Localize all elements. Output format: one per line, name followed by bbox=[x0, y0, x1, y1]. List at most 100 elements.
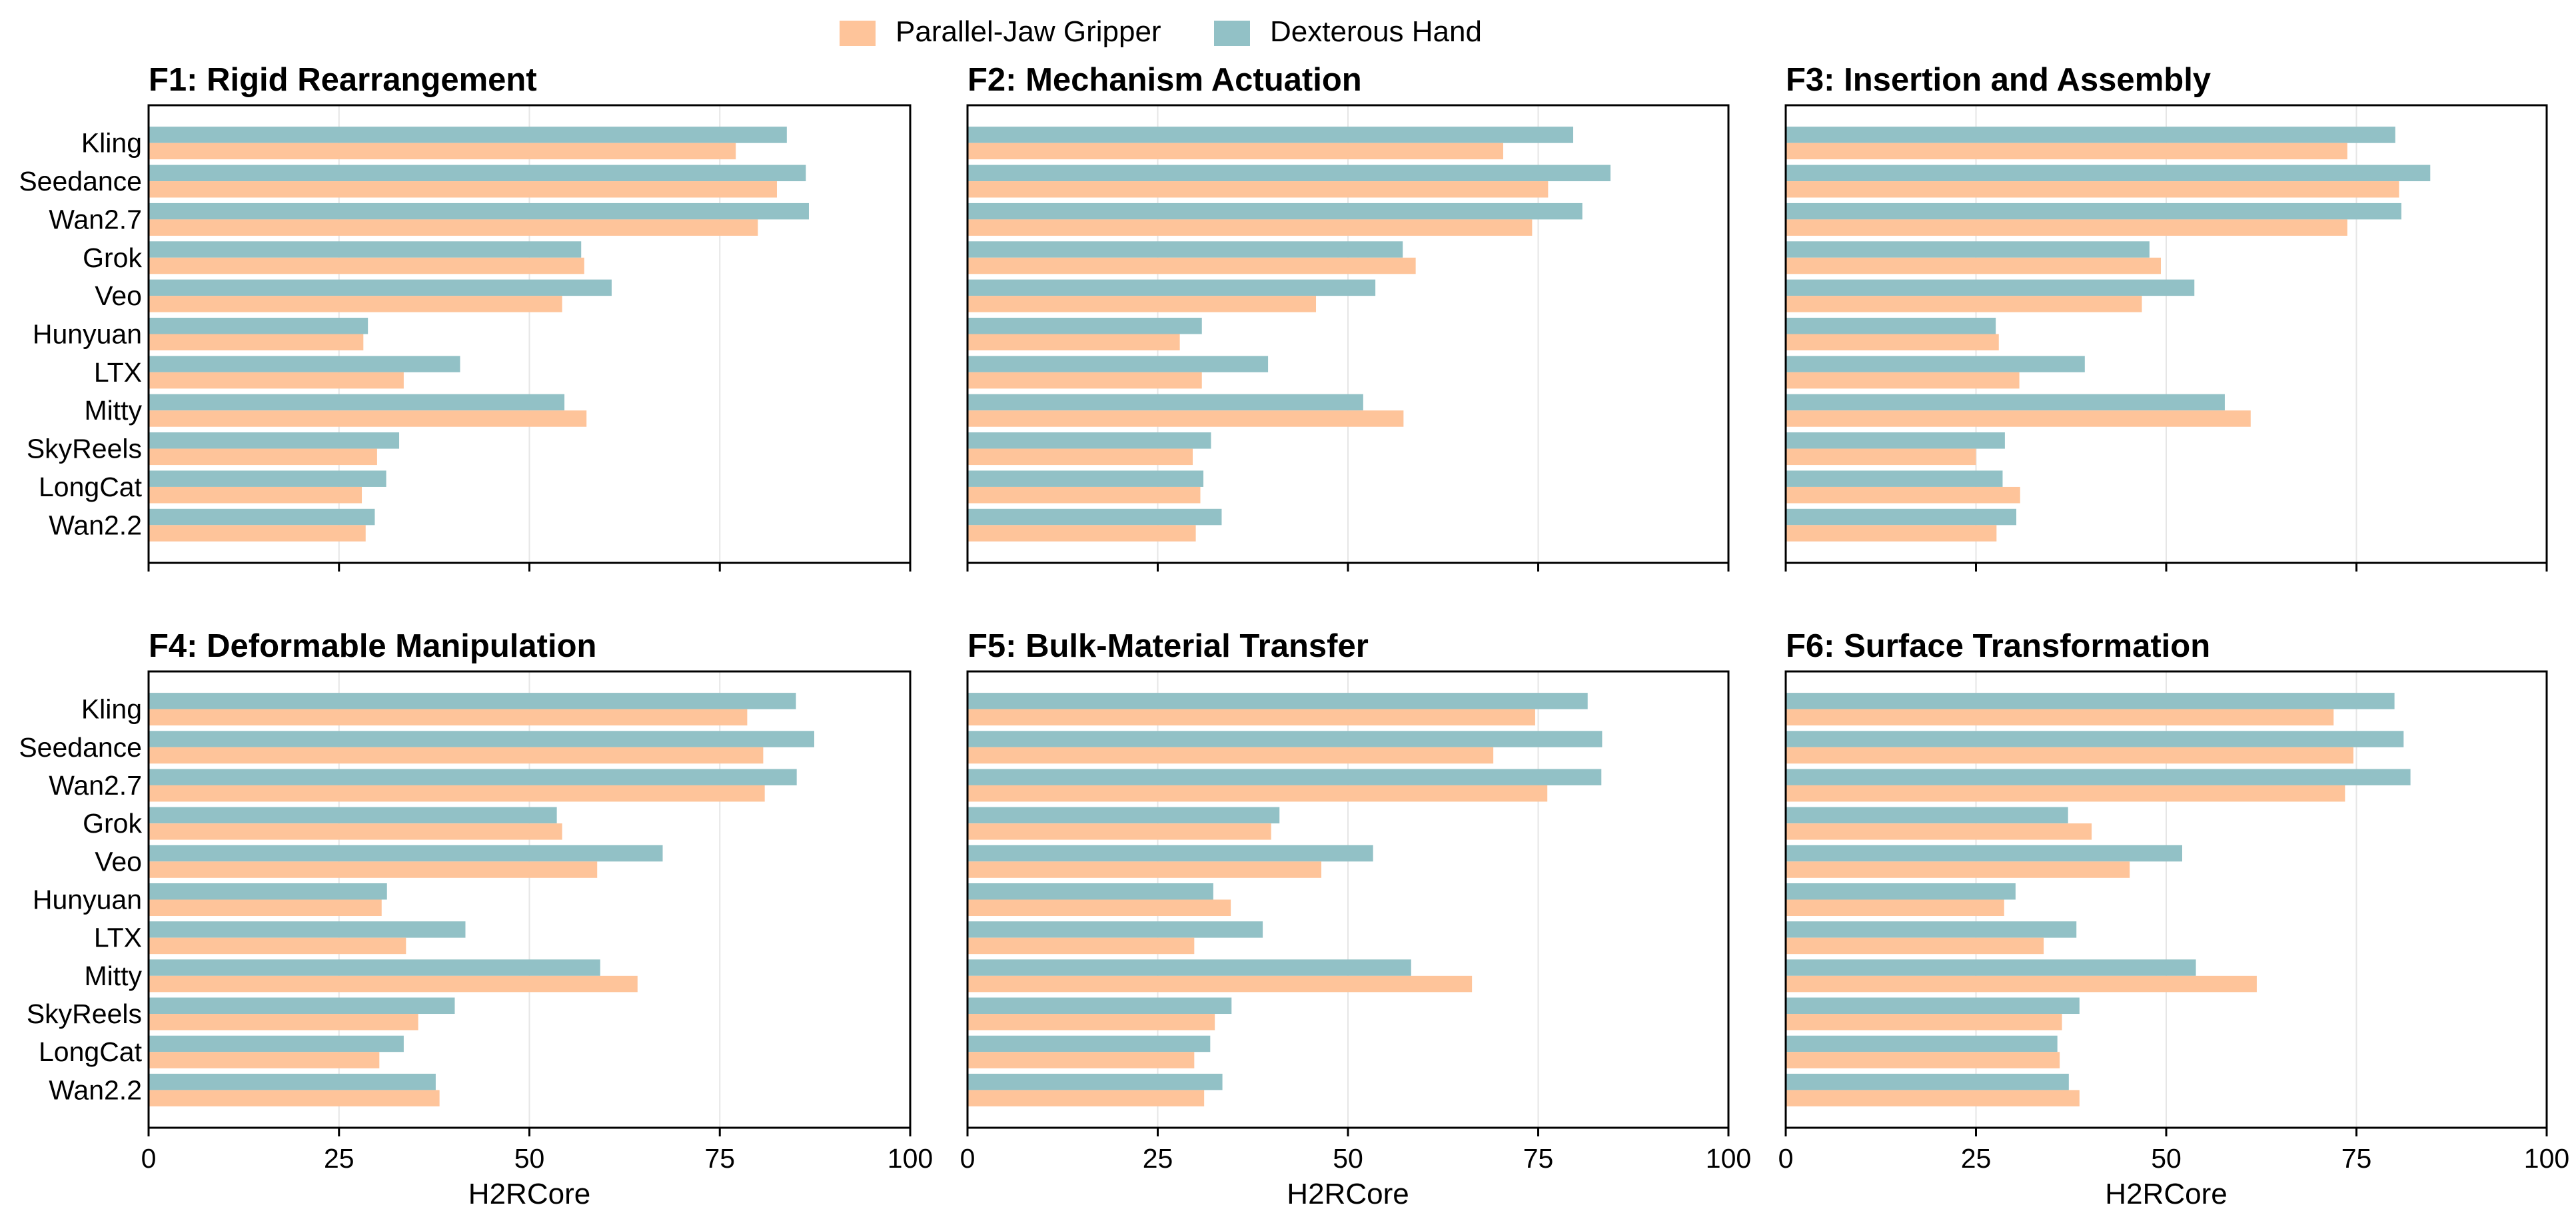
bar-gripper-wan2-7 bbox=[967, 219, 1533, 236]
bar-hand-seedance bbox=[149, 731, 814, 747]
category-label-wan2-7: Wan2.7 bbox=[49, 770, 142, 801]
bar-hand-veo bbox=[1786, 279, 2195, 296]
bar-hand-hunyuan bbox=[1786, 318, 1996, 334]
bar-hand-grok bbox=[149, 807, 557, 824]
bar-gripper-ltx bbox=[1786, 372, 2020, 389]
bar-gripper-wan2-7 bbox=[967, 785, 1548, 802]
xtick-label-75: 75 bbox=[2341, 1143, 2372, 1174]
category-label-veo: Veo bbox=[95, 280, 142, 311]
bar-hand-skyreels bbox=[1786, 432, 2005, 449]
bar-gripper-kling bbox=[967, 143, 1503, 160]
bar-gripper-mitty bbox=[1786, 410, 2251, 427]
bar-gripper-hunyuan bbox=[1786, 899, 2004, 916]
bar-hand-grok bbox=[967, 241, 1403, 258]
xtick-label-75: 75 bbox=[1523, 1143, 1554, 1174]
xtick-label-0: 0 bbox=[141, 1143, 157, 1174]
bar-gripper-ltx bbox=[1786, 937, 2044, 955]
panel-title: F5: Bulk-Material Transfer bbox=[967, 628, 1369, 664]
bar-hand-mitty bbox=[967, 394, 1363, 411]
bar-gripper-grok bbox=[967, 823, 1271, 840]
bar-hand-mitty bbox=[1786, 959, 2196, 976]
bar-gripper-longcat bbox=[1786, 486, 2020, 504]
bar-hand-kling bbox=[967, 127, 1574, 143]
bar-gripper-skyreels bbox=[967, 448, 1193, 466]
bar-gripper-grok bbox=[1786, 823, 2092, 840]
bar-hand-skyreels bbox=[149, 997, 455, 1014]
bar-gripper-skyreels bbox=[967, 1014, 1215, 1030]
bar-gripper-mitty bbox=[967, 975, 1473, 993]
bar-gripper-hunyuan bbox=[967, 899, 1231, 916]
bar-hand-hunyuan bbox=[149, 883, 387, 900]
bar-hand-kling bbox=[149, 127, 787, 143]
bar-gripper-longcat bbox=[967, 486, 1201, 504]
bar-gripper-seedance bbox=[1786, 747, 2353, 764]
bar-hand-ltx bbox=[967, 356, 1269, 372]
bar-hand-wan2-2 bbox=[1786, 1073, 2069, 1090]
bar-hand-mitty bbox=[1786, 394, 2225, 411]
bar-gripper-wan2-2 bbox=[1786, 1090, 2080, 1106]
bar-gripper-wan2-2 bbox=[967, 525, 1196, 542]
bar-hand-grok bbox=[967, 807, 1280, 824]
bar-hand-ltx bbox=[149, 356, 460, 372]
x-axis-label: H2RCore bbox=[2105, 1178, 2227, 1210]
category-label-wan2-2: Wan2.2 bbox=[49, 1074, 142, 1105]
bar-hand-wan2-7 bbox=[149, 203, 809, 220]
legend-swatch-parallel-jaw-gripper bbox=[840, 21, 876, 46]
bar-hand-hunyuan bbox=[967, 318, 1202, 334]
bar-hand-kling bbox=[967, 693, 1588, 709]
panel-1: Kling Seedance Wan2.7 Grok Veo Hunyuan LTX Mitt… bbox=[19, 62, 912, 572]
bar-gripper-wan2-2 bbox=[149, 525, 366, 542]
bar-gripper-hunyuan bbox=[149, 899, 382, 916]
bar-gripper-longcat bbox=[149, 486, 362, 504]
category-label-hunyuan: Hunyuan bbox=[33, 319, 142, 350]
bar-hand-ltx bbox=[149, 921, 466, 938]
panel-6: 0 25 50 75 100 H2RCore F6: Surface Transformat… bbox=[1778, 628, 2570, 1210]
bar-hand-grok bbox=[1786, 807, 2068, 824]
category-label-kling: Kling bbox=[81, 694, 142, 725]
category-label-ltx: LTX bbox=[94, 923, 142, 953]
bar-gripper-skyreels bbox=[1786, 1014, 2062, 1030]
bar-hand-ltx bbox=[967, 921, 1263, 938]
bar-hand-wan2-2 bbox=[967, 1073, 1223, 1090]
bar-hand-seedance bbox=[1786, 165, 2431, 182]
category-label-veo: Veo bbox=[95, 846, 142, 877]
panel-2: F2: Mechanism Actuation bbox=[966, 62, 1730, 572]
panel-title: F4: Deformable Manipulation bbox=[149, 628, 596, 664]
category-label-skyreels: SkyReels bbox=[27, 999, 142, 1029]
bar-gripper-mitty bbox=[967, 410, 1404, 427]
category-label-wan2-7: Wan2.7 bbox=[49, 204, 142, 234]
bar-gripper-mitty bbox=[149, 975, 638, 993]
bar-gripper-longcat bbox=[967, 1052, 1195, 1068]
category-label-seedance: Seedance bbox=[19, 732, 142, 763]
bar-gripper-ltx bbox=[149, 937, 406, 955]
xtick-label-25: 25 bbox=[324, 1143, 354, 1174]
bar-gripper-wan2-7 bbox=[1786, 219, 2347, 236]
bar-hand-ltx bbox=[1786, 356, 2085, 372]
bar-hand-kling bbox=[1786, 693, 2395, 709]
bar-gripper-wan2-2 bbox=[967, 1090, 1205, 1106]
legend-label-parallel-jaw-gripper: Parallel-Jaw Gripper bbox=[896, 15, 1161, 48]
category-label-mitty: Mitty bbox=[84, 395, 142, 426]
bar-hand-skyreels bbox=[1786, 997, 2080, 1014]
bar-gripper-kling bbox=[149, 709, 748, 726]
bar-hand-wan2-2 bbox=[149, 508, 375, 526]
panel-title: F1: Rigid Rearrangement bbox=[149, 62, 537, 98]
bar-gripper-skyreels bbox=[149, 448, 377, 466]
bar-gripper-veo bbox=[149, 861, 598, 878]
bar-hand-hunyuan bbox=[1786, 883, 2016, 900]
bar-hand-grok bbox=[149, 241, 582, 258]
xtick-label-50: 50 bbox=[2151, 1143, 2182, 1174]
bar-hand-wan2-2 bbox=[149, 1073, 436, 1090]
bar-hand-longcat bbox=[1786, 470, 2003, 487]
bar-hand-skyreels bbox=[967, 997, 1232, 1014]
bar-hand-wan2-7 bbox=[1786, 203, 2401, 220]
xtick-label-0: 0 bbox=[960, 1143, 975, 1174]
category-label-grok: Grok bbox=[83, 242, 142, 273]
bar-hand-grok bbox=[1786, 241, 2150, 258]
panel-3: F3: Insertion and Assembly bbox=[1784, 62, 2548, 572]
bar-hand-skyreels bbox=[967, 432, 1211, 449]
bar-gripper-mitty bbox=[149, 410, 587, 427]
bar-hand-mitty bbox=[967, 959, 1411, 976]
category-label-longcat: LongCat bbox=[39, 472, 143, 502]
